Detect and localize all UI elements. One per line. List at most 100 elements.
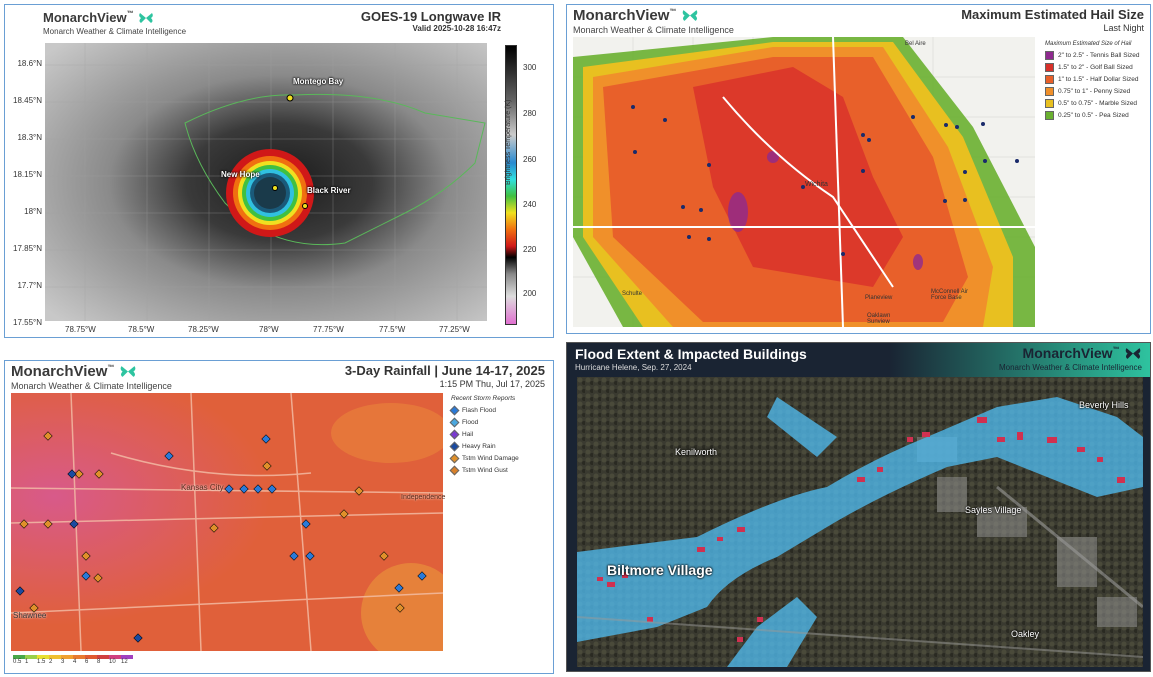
legend-item: 0.25" to 0.5" - Pea Sized xyxy=(1045,109,1149,121)
legend-label: Tstm Wind Gust xyxy=(462,466,508,474)
scale-step: 0.5 xyxy=(13,655,25,665)
scale-step: 10 xyxy=(109,655,121,665)
label-wichita: Wichita xyxy=(805,181,828,188)
brand-tagline: Monarch Weather & Climate Intelligence xyxy=(43,27,187,36)
brand-tm: ™ xyxy=(1112,346,1120,354)
scale-swatch xyxy=(73,655,85,659)
scale-step: 3 xyxy=(61,655,73,665)
rain-scale: 0.5 1 1.5 2 3 4 6 8 10 12 xyxy=(13,655,133,665)
hail-legend: Maximum Estimated Size of Hail 2" to 2.5… xyxy=(1045,41,1149,121)
brand-tagline: Monarch Weather & Climate Intelligence xyxy=(11,381,172,391)
hail-title: Maximum Estimated Hail Size xyxy=(961,7,1144,22)
storm-report-markers xyxy=(15,431,427,643)
legend-item: Tstm Wind Damage xyxy=(449,452,551,464)
scale-swatch xyxy=(49,655,61,659)
lon-label: 78°W xyxy=(259,325,279,334)
lat-label: 17.55°N xyxy=(13,318,42,327)
hurricane-eyewall xyxy=(226,149,314,237)
scale-value: 4 xyxy=(73,659,77,665)
legend-label: 0.75" to 1" - Penny Sized xyxy=(1058,87,1131,95)
legend-item: Heavy Rain xyxy=(449,440,551,452)
rain-timestamp: 1:15 PM Thu, Jul 17, 2025 xyxy=(439,379,545,389)
scale-swatch xyxy=(25,655,37,659)
lon-label: 78.75°W xyxy=(65,325,96,334)
flood-extent-panel: Flood Extent & Impacted Buildings Hurric… xyxy=(566,342,1151,672)
label-schulte: Schulte xyxy=(622,291,643,297)
label-planeview: Planeview xyxy=(865,295,893,301)
scale-swatch xyxy=(109,655,121,659)
brand-block: MonarchView™ Monarch Weather & Climate I… xyxy=(573,7,734,35)
lat-label: 18.6°N xyxy=(17,59,42,68)
scale-swatch xyxy=(97,655,109,659)
flood-subtitle: Hurricane Helene, Sep. 27, 2024 xyxy=(575,363,692,372)
lat-label: 18°N xyxy=(24,207,42,216)
legend-label: 2" to 2.5" - Tennis Ball Sized xyxy=(1058,51,1140,59)
colorbar-tick: 300 xyxy=(523,63,537,72)
scale-value: 12 xyxy=(121,659,128,665)
label-new-hope: New Hope xyxy=(221,170,260,179)
rainfall-map xyxy=(11,393,443,651)
reports-title: Recent Storm Reports xyxy=(451,395,516,402)
colorbar-label: Brightness Temperature (K) xyxy=(505,99,512,185)
legend-item: Flash Flood xyxy=(449,404,551,416)
butterfly-logo-icon xyxy=(1125,348,1141,360)
legend-label: 1" to 1.5" - Half Dollar Sized xyxy=(1058,75,1139,83)
flood-map xyxy=(577,377,1143,667)
scale-value: 3 xyxy=(61,659,65,665)
legend-swatch xyxy=(1045,74,1054,84)
colorbar-tick: 280 xyxy=(523,109,537,118)
scale-value: 1 xyxy=(25,659,29,665)
rain-title: 3-Day Rainfall | June 14-17, 2025 xyxy=(344,363,545,378)
legend-label: Tstm Wind Damage xyxy=(462,454,519,462)
legend-diamond xyxy=(449,405,460,415)
legend-item: 1.5" to 2" - Golf Ball Sized xyxy=(1045,61,1149,73)
scale-swatch xyxy=(37,655,49,659)
colorbar-tick: 260 xyxy=(523,155,537,164)
legend-label: 0.25" to 0.5" - Pea Sized xyxy=(1058,111,1129,119)
legend-item: 0.75" to 1" - Penny Sized xyxy=(1045,85,1149,97)
lon-label: 77.25°W xyxy=(439,325,470,334)
label-black-river: Black River xyxy=(307,186,351,195)
brand-tm: ™ xyxy=(126,10,134,18)
brand-tagline: Monarch Weather & Climate Intelligence xyxy=(998,363,1142,372)
legend-label: Flood xyxy=(462,418,479,426)
label-kenilworth: Kenilworth xyxy=(675,447,718,457)
colorbar-tick: 200 xyxy=(523,289,537,298)
label-independence: Independence xyxy=(401,494,446,501)
hail-subtitle: Last Night xyxy=(1103,23,1144,33)
brand-name: MonarchView xyxy=(11,363,108,380)
label-kansas-city: Kansas City xyxy=(181,483,224,492)
ir-map xyxy=(45,43,487,321)
legend-item: Hail xyxy=(449,428,551,440)
butterfly-logo-icon xyxy=(120,366,136,378)
label-mcconnell: McConnell Air Force Base xyxy=(931,289,969,301)
scale-step: 1 xyxy=(25,655,37,665)
scale-step: 4 xyxy=(73,655,85,665)
legend-label: 1.5" to 2" - Golf Ball Sized xyxy=(1058,63,1133,71)
legend-label: Hail xyxy=(462,430,474,438)
legend-item: Flood xyxy=(449,416,551,428)
brand-block: MonarchView™ Monarch Weather & Climate I… xyxy=(11,363,172,391)
ir-title: GOES-19 Longwave IR xyxy=(360,9,501,24)
legend-swatch xyxy=(1045,86,1054,96)
scale-swatch xyxy=(85,655,97,659)
label-montego-bay: Montego Bay xyxy=(293,77,344,86)
brand-block: MonarchView™ Monarch Weather & Climate I… xyxy=(999,345,1142,372)
colorbar-tick: 240 xyxy=(523,200,537,209)
brand-name: MonarchView xyxy=(573,7,670,24)
hail-map xyxy=(573,37,1035,327)
ir-valid-time: Valid 2025-10-28 16:47z xyxy=(412,24,501,33)
scale-step: 1.5 xyxy=(37,655,49,665)
label-sayles-village: Sayles Village xyxy=(965,505,1022,515)
storm-reports-legend: Recent Storm Reports Flash Flood Flood H… xyxy=(449,395,551,476)
lat-label: 18.3°N xyxy=(17,133,42,142)
legend-title: Maximum Estimated Size of Hail xyxy=(1045,41,1132,47)
legend-swatch xyxy=(1045,50,1054,60)
label-shawnee: Shawnee xyxy=(13,611,47,620)
flood-title: Flood Extent & Impacted Buildings xyxy=(575,346,807,362)
legend-diamond xyxy=(449,441,460,451)
legend-label: Flash Flood xyxy=(462,406,496,414)
scale-step: 6 xyxy=(85,655,97,665)
lon-label: 77.75°W xyxy=(313,325,344,334)
colorbar-tick: 220 xyxy=(523,245,537,254)
